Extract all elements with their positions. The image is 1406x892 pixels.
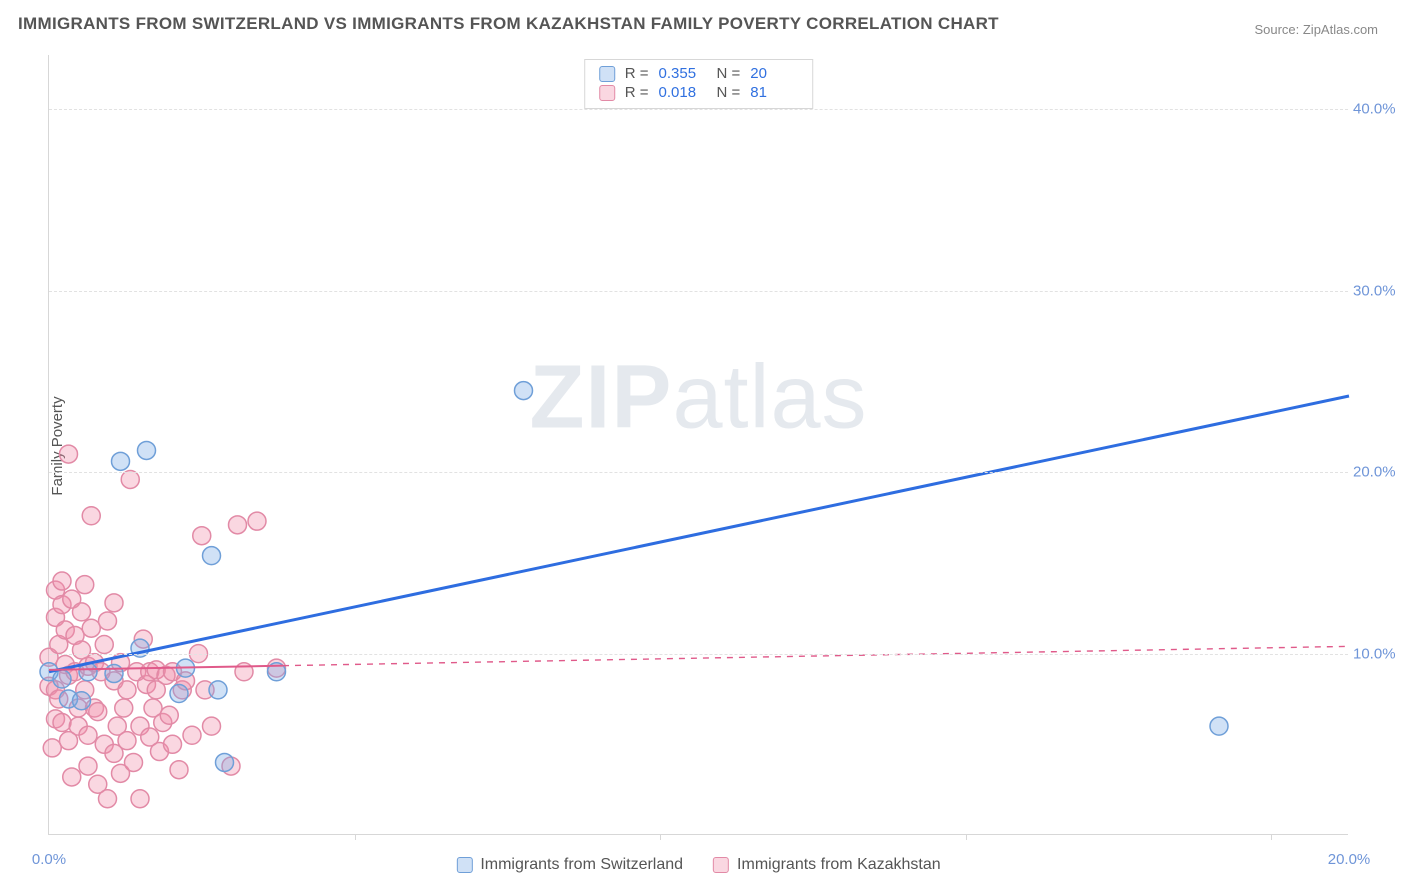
x-tick-mark <box>1271 834 1272 840</box>
legend-item: Immigrants from Switzerland <box>456 856 683 874</box>
trend-line-extrapolated <box>283 646 1349 665</box>
series-legend: Immigrants from Switzerland Immigrants f… <box>456 856 940 874</box>
gridline <box>49 291 1348 292</box>
data-point <box>115 699 133 717</box>
x-tick-mark <box>660 834 661 840</box>
legend-series-label: Immigrants from Kazakhstan <box>737 856 941 874</box>
gridline <box>49 472 1348 473</box>
gridline <box>49 109 1348 110</box>
plot-svg <box>49 55 1348 834</box>
data-point <box>89 703 107 721</box>
data-point <box>53 714 71 732</box>
data-point <box>164 735 182 753</box>
data-point <box>138 441 156 459</box>
data-point <box>63 768 81 786</box>
data-point <box>118 681 136 699</box>
legend-series-label: Immigrants from Switzerland <box>480 856 683 874</box>
data-point <box>193 527 211 545</box>
data-point <box>170 761 188 779</box>
data-point <box>248 512 266 530</box>
legend-swatch-icon <box>713 857 729 873</box>
data-point <box>99 790 117 808</box>
data-point <box>99 612 117 630</box>
data-point <box>60 445 78 463</box>
legend-swatch-icon <box>456 857 472 873</box>
x-tick-label: 0.0% <box>32 851 66 868</box>
x-tick-label: 20.0% <box>1328 851 1371 868</box>
data-point <box>131 790 149 808</box>
data-point <box>95 636 113 654</box>
data-point <box>118 732 136 750</box>
data-point <box>79 726 97 744</box>
trend-line <box>49 396 1349 672</box>
data-point <box>73 692 91 710</box>
chart-title: IMMIGRANTS FROM SWITZERLAND VS IMMIGRANT… <box>18 14 999 34</box>
data-point <box>79 757 97 775</box>
data-point <box>82 619 100 637</box>
data-point <box>73 603 91 621</box>
data-point <box>209 681 227 699</box>
data-point <box>1210 717 1228 735</box>
data-point <box>203 547 221 565</box>
data-point <box>112 452 130 470</box>
y-tick-label: 40.0% <box>1353 101 1406 118</box>
data-point <box>76 576 94 594</box>
y-tick-label: 10.0% <box>1353 645 1406 662</box>
data-point <box>160 706 178 724</box>
data-point <box>203 717 221 735</box>
plot-area: ZIPatlas R = 0.355 N = 20 R = 0.018 N = … <box>48 55 1348 835</box>
data-point <box>53 572 71 590</box>
data-point <box>105 594 123 612</box>
data-point <box>82 507 100 525</box>
data-point <box>515 382 533 400</box>
data-point <box>229 516 247 534</box>
gridline <box>49 654 1348 655</box>
data-point <box>105 665 123 683</box>
data-point <box>43 739 61 757</box>
y-tick-label: 20.0% <box>1353 464 1406 481</box>
data-point <box>170 685 188 703</box>
data-point <box>53 670 71 688</box>
data-point <box>216 753 234 771</box>
data-point <box>183 726 201 744</box>
x-tick-mark <box>355 834 356 840</box>
y-tick-label: 30.0% <box>1353 282 1406 299</box>
source-label: Source: ZipAtlas.com <box>1254 22 1378 37</box>
legend-item: Immigrants from Kazakhstan <box>713 856 941 874</box>
data-point <box>125 753 143 771</box>
x-tick-mark <box>966 834 967 840</box>
